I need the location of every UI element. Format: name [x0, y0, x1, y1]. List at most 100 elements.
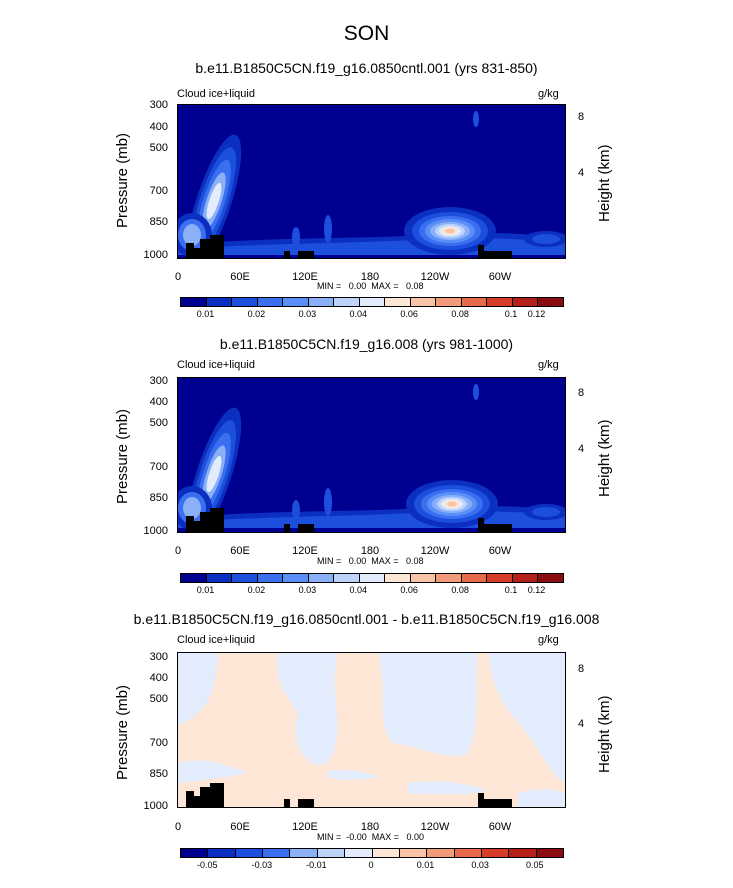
- colorbar-swatch: [181, 849, 209, 857]
- colorbar-swatch: [290, 849, 318, 857]
- x-tick-label: 120W: [420, 821, 450, 833]
- y-axis-title: Pressure (mb): [114, 408, 131, 504]
- land-block: [210, 783, 224, 807]
- field-plot: [178, 378, 565, 532]
- colorbar-label: 0.02: [247, 585, 266, 595]
- colorbar-label: 0.03: [298, 585, 317, 595]
- colorbar-swatch: [257, 298, 284, 306]
- background-field: [178, 105, 565, 258]
- colorbar-label: 0.1: [504, 309, 518, 319]
- x-tick-label: 180: [360, 271, 380, 283]
- colorbar-swatch: [454, 849, 482, 857]
- colorbar-swatch: [345, 849, 373, 857]
- x-tick-label: 60W: [488, 821, 512, 833]
- plot-area: [177, 377, 566, 533]
- y2-axis-title: Height (km): [596, 144, 613, 222]
- x-tick-label: 180: [360, 821, 380, 833]
- x-tick-label: 120E: [292, 821, 318, 833]
- colorbar: [180, 848, 564, 858]
- x-tick-label: 60E: [230, 545, 250, 557]
- colorbar-swatch: [512, 574, 539, 582]
- topography-mask: [186, 508, 512, 532]
- land-block: [186, 516, 194, 532]
- topography-mask: [186, 235, 512, 258]
- colorbar-swatch: [283, 574, 309, 582]
- contour-region: [518, 789, 565, 807]
- land-block: [192, 521, 202, 532]
- y2-axis-title: Height (km): [596, 695, 613, 773]
- field-plot: [178, 653, 565, 807]
- land-block: [284, 251, 290, 258]
- land-block: [200, 787, 210, 807]
- colorbar-swatch: [481, 849, 510, 857]
- topography-mask: [186, 783, 512, 807]
- page-title: SON: [343, 22, 390, 45]
- colorbar-label: 0.06: [400, 309, 418, 319]
- land-block: [298, 251, 314, 258]
- colorbar-swatch: [509, 849, 537, 857]
- colorbar-label: 0.12: [527, 585, 546, 595]
- colorbar-swatch: [385, 574, 411, 582]
- land-block: [478, 518, 484, 532]
- panel-title: b.e11.B1850C5CN.f19_g16.008 (yrs 981-100…: [219, 336, 514, 352]
- x-tick-label: 120E: [292, 271, 318, 283]
- colorbar-swatch: [538, 574, 563, 582]
- land-block: [284, 799, 290, 807]
- land-block: [298, 799, 314, 807]
- height-tick-label: 4: [578, 718, 585, 730]
- colorbar-swatch: [461, 298, 488, 306]
- contour-region: [488, 653, 565, 783]
- colorbar-swatch: [308, 298, 335, 306]
- land-block: [192, 248, 202, 258]
- contour-region: [276, 653, 338, 765]
- variable-label: Cloud ice+liquid: [177, 359, 255, 371]
- contour-region: [378, 653, 478, 757]
- colorbar-swatch: [283, 298, 309, 306]
- y-tick-label: 850: [149, 768, 168, 780]
- land-block: [298, 524, 314, 532]
- land-block: [186, 243, 194, 258]
- colorbar-swatch: [461, 574, 488, 582]
- colorbar-swatch: [308, 574, 335, 582]
- y-tick-label: 400: [149, 672, 168, 684]
- colorbar-swatch: [206, 298, 233, 306]
- y2-axis-title: Height (km): [596, 419, 613, 497]
- colorbar-swatch: [536, 849, 564, 857]
- y-tick-label: 700: [149, 185, 168, 197]
- colorbar-swatch: [538, 298, 563, 306]
- variable-label: Cloud ice+liquid: [177, 88, 255, 100]
- land-block: [484, 524, 512, 532]
- contour-region: [178, 760, 248, 783]
- x-tick-label: 0: [174, 821, 182, 833]
- min-max-text: MIN = 0.00 MAX = 0.08: [317, 281, 424, 291]
- colorbar-swatch: [317, 849, 346, 857]
- colorbar-label: -0.01: [306, 860, 327, 870]
- colorbar-label: 0.12: [527, 309, 546, 319]
- height-tick-label: 4: [578, 167, 585, 179]
- x-tick-label: 0: [174, 545, 182, 557]
- x-tick-label: 120W: [420, 271, 450, 283]
- colorbar-label: 0.08: [451, 585, 469, 595]
- x-tick-label: 60W: [488, 545, 512, 557]
- x-tick-label: 0: [174, 271, 182, 283]
- y-tick-label: 1000: [143, 800, 168, 812]
- plot-area: [177, 104, 566, 259]
- colorbar-swatch: [372, 849, 400, 857]
- colorbar-swatch: [334, 574, 360, 582]
- land-block: [186, 791, 194, 807]
- land-block: [478, 793, 484, 807]
- colorbar-swatch: [181, 298, 207, 306]
- colorbar-swatch: [410, 298, 437, 306]
- colorbar-label: 0.01: [416, 860, 435, 870]
- y-tick-label: 500: [149, 142, 168, 154]
- colorbar-swatch: [487, 298, 513, 306]
- y-tick-label: 700: [149, 461, 168, 473]
- x-tick-label: 120W: [420, 545, 450, 557]
- colorbar: [180, 297, 564, 307]
- colorbar: [180, 573, 564, 583]
- height-tick-label: 8: [578, 111, 585, 123]
- contour-region: [328, 770, 378, 780]
- colorbar-swatch: [359, 298, 386, 306]
- land-block: [484, 251, 512, 258]
- height-tick-label: 8: [578, 663, 585, 675]
